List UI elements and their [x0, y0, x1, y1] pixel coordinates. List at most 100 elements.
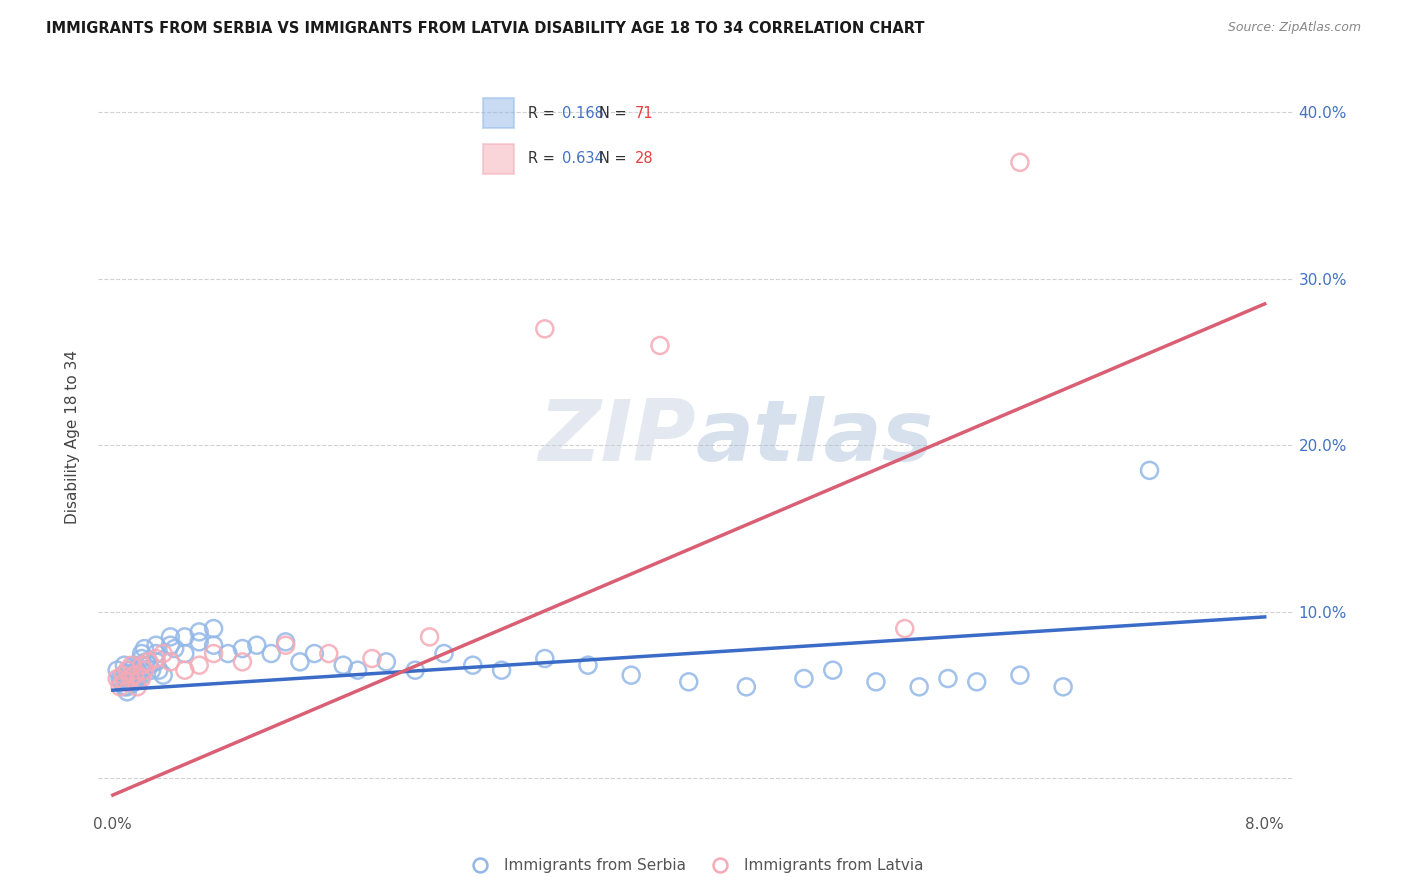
Bar	[482, 144, 515, 174]
Point	[145, 655, 167, 669]
Point	[678, 674, 700, 689]
Point	[159, 655, 181, 669]
Point	[131, 668, 153, 682]
Point	[138, 655, 160, 669]
Point	[231, 655, 253, 669]
Text: R =: R =	[529, 152, 560, 166]
Point	[115, 685, 138, 699]
Point	[735, 680, 758, 694]
Point	[110, 674, 132, 689]
Point	[246, 638, 269, 652]
Point	[108, 672, 131, 686]
Point	[908, 680, 931, 694]
Point	[202, 622, 225, 636]
Point	[620, 668, 643, 682]
Text: ZIP: ZIP	[538, 395, 696, 479]
Text: 71: 71	[634, 106, 654, 120]
Text: atlas: atlas	[696, 395, 934, 479]
Point	[124, 668, 146, 682]
Text: R =: R =	[529, 106, 560, 120]
Point	[134, 663, 156, 677]
Point	[121, 672, 143, 686]
Point	[202, 638, 225, 652]
Point	[375, 655, 398, 669]
Point	[121, 658, 143, 673]
Point	[127, 672, 149, 686]
Point	[108, 680, 131, 694]
Point	[125, 663, 148, 677]
Point	[173, 630, 195, 644]
Point	[346, 663, 368, 677]
Point	[115, 663, 138, 677]
Point	[145, 647, 167, 661]
Text: 28: 28	[634, 152, 654, 166]
Point	[159, 630, 181, 644]
Point	[131, 658, 153, 673]
Point	[361, 651, 384, 665]
Point	[145, 651, 167, 665]
Text: 0.634: 0.634	[561, 152, 603, 166]
Point	[461, 658, 484, 673]
Point	[260, 647, 283, 661]
Text: 0.168: 0.168	[561, 106, 603, 120]
Point	[188, 658, 211, 673]
Point	[274, 635, 297, 649]
Point	[115, 680, 138, 694]
Point	[217, 647, 239, 661]
Point	[124, 658, 146, 673]
Point	[131, 647, 153, 661]
Point	[112, 680, 135, 694]
Text: N =: N =	[599, 106, 631, 120]
Point	[134, 641, 156, 656]
Point	[318, 647, 340, 661]
Point	[152, 668, 174, 682]
Point	[120, 672, 142, 686]
Point	[202, 647, 225, 661]
Point	[491, 663, 513, 677]
Point	[188, 624, 211, 639]
Point	[188, 635, 211, 649]
Legend: Immigrants from Serbia, Immigrants from Latvia: Immigrants from Serbia, Immigrants from …	[463, 852, 929, 879]
Point	[114, 666, 136, 681]
Point	[1139, 463, 1161, 477]
Point	[173, 647, 195, 661]
Point	[115, 674, 138, 689]
Point	[152, 647, 174, 661]
Point	[138, 658, 160, 673]
Point	[936, 672, 959, 686]
Point	[433, 647, 456, 661]
Point	[332, 658, 354, 673]
Point	[131, 658, 153, 673]
Point	[128, 666, 150, 681]
Point	[163, 641, 186, 656]
Point	[419, 630, 441, 644]
Point	[148, 663, 170, 677]
Point	[966, 674, 988, 689]
Point	[131, 663, 153, 677]
Point	[145, 638, 167, 652]
Point	[131, 651, 153, 665]
Text: N =: N =	[599, 152, 631, 166]
Point	[115, 672, 138, 686]
Text: IMMIGRANTS FROM SERBIA VS IMMIGRANTS FROM LATVIA DISABILITY AGE 18 TO 34 CORRELA: IMMIGRANTS FROM SERBIA VS IMMIGRANTS FRO…	[46, 21, 925, 36]
Point	[1008, 668, 1031, 682]
Point	[576, 658, 599, 673]
Point	[1052, 680, 1074, 694]
Text: Source: ZipAtlas.com: Source: ZipAtlas.com	[1227, 21, 1361, 34]
Point	[124, 674, 146, 689]
Point	[304, 647, 326, 661]
Point	[533, 322, 555, 336]
Point	[865, 674, 887, 689]
Point	[111, 668, 134, 682]
Point	[288, 655, 311, 669]
Point	[127, 680, 149, 694]
Point	[533, 651, 555, 665]
Point	[1008, 155, 1031, 169]
Point	[131, 672, 153, 686]
Bar	[482, 98, 515, 128]
Point	[141, 663, 163, 677]
Point	[404, 663, 426, 677]
Point	[135, 655, 157, 669]
Point	[120, 663, 142, 677]
Point	[159, 638, 181, 652]
